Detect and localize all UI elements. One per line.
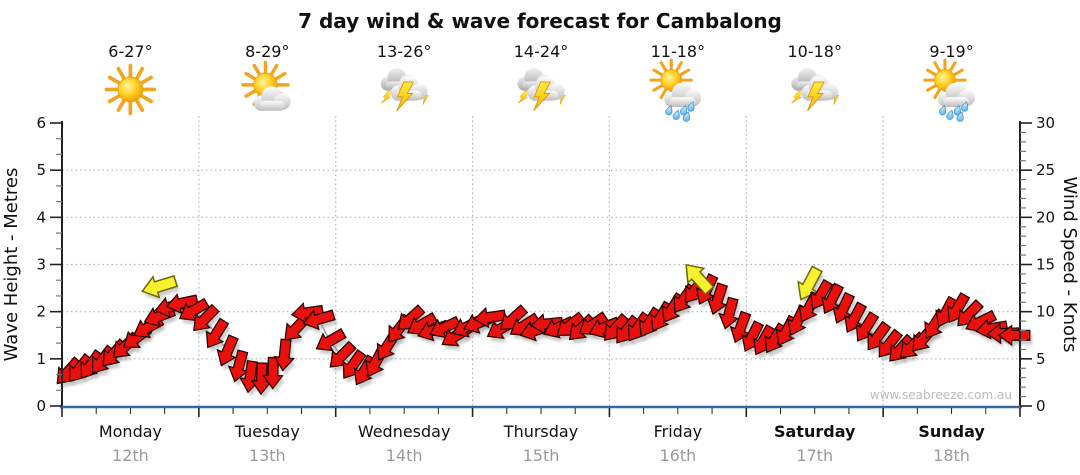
- right-tick-label: 10: [1036, 303, 1055, 321]
- left-axis-title: Wave Height - Metres: [1, 168, 22, 362]
- sunny-icon: [106, 66, 154, 114]
- sun-shower-icon: [651, 60, 701, 122]
- day-name: Monday: [99, 422, 162, 441]
- left-tick-label: 4: [36, 208, 46, 226]
- day-temperature: 13-26°: [377, 42, 432, 61]
- day-date: 13th: [249, 446, 286, 465]
- day-temperature: 10-18°: [787, 42, 842, 61]
- left-tick-label: 5: [36, 161, 46, 179]
- left-tick-label: 0: [36, 397, 46, 415]
- axes-layer: 0 1 2 3 4 5 6 0 5 10 15 20 25 30 Wave Height - Metres W…: [1, 114, 1080, 417]
- left-tick-label: 2: [36, 303, 46, 321]
- right-tick-label: 15: [1036, 256, 1055, 274]
- day-name: Thursday: [503, 422, 578, 441]
- left-tick-label: 1: [36, 350, 46, 368]
- day-name: Saturday: [774, 422, 856, 441]
- right-tick-label: 25: [1036, 161, 1055, 179]
- sun-shower-icon: [925, 60, 975, 122]
- day-temperature: 9-19°: [929, 42, 973, 61]
- storm-icon: [791, 68, 841, 111]
- gust-arrow: [138, 270, 180, 303]
- grid-layer: [62, 116, 1020, 406]
- partly-cloudy-icon: [243, 62, 291, 111]
- day-name: Wednesday: [358, 422, 451, 441]
- watermark: www.seabreeze.com.au: [870, 388, 1012, 402]
- labels-layer: Monday 12th Tuesday 13th Wednesday 14th Thursd…: [99, 422, 986, 465]
- day-temperature: 11-18°: [651, 42, 706, 61]
- right-tick-label: 5: [1036, 350, 1046, 368]
- day-date: 12th: [112, 446, 149, 465]
- day-date: 15th: [523, 446, 560, 465]
- day-temperature: 8-29°: [245, 42, 289, 61]
- storm-icon: [518, 68, 568, 111]
- right-axis-title: Wind Speed - Knots: [1059, 177, 1080, 353]
- right-tick-label: 30: [1036, 114, 1055, 132]
- day-name: Friday: [654, 422, 703, 441]
- day-temperature: 14-24°: [514, 42, 569, 61]
- left-tick-label: 6: [36, 114, 46, 132]
- page-title: 7 day wind & wave forecast for Cambalong: [298, 9, 782, 33]
- day-date: 14th: [386, 446, 423, 465]
- day-name: Tuesday: [234, 422, 300, 441]
- day-date: 16th: [659, 446, 696, 465]
- day-date: 17th: [796, 446, 833, 465]
- day-temperature: 6-27°: [108, 42, 152, 61]
- day-header-layer: 6-27° 8-29° 13-26° 14-24° 11-18° 10-18° 9-19°: [106, 42, 975, 122]
- right-tick-label: 20: [1036, 208, 1055, 226]
- day-name: Sunday: [918, 422, 985, 441]
- storm-icon: [381, 68, 431, 111]
- day-date: 18th: [933, 446, 970, 465]
- right-tick-label: 0: [1036, 397, 1046, 415]
- left-tick-label: 3: [36, 256, 46, 274]
